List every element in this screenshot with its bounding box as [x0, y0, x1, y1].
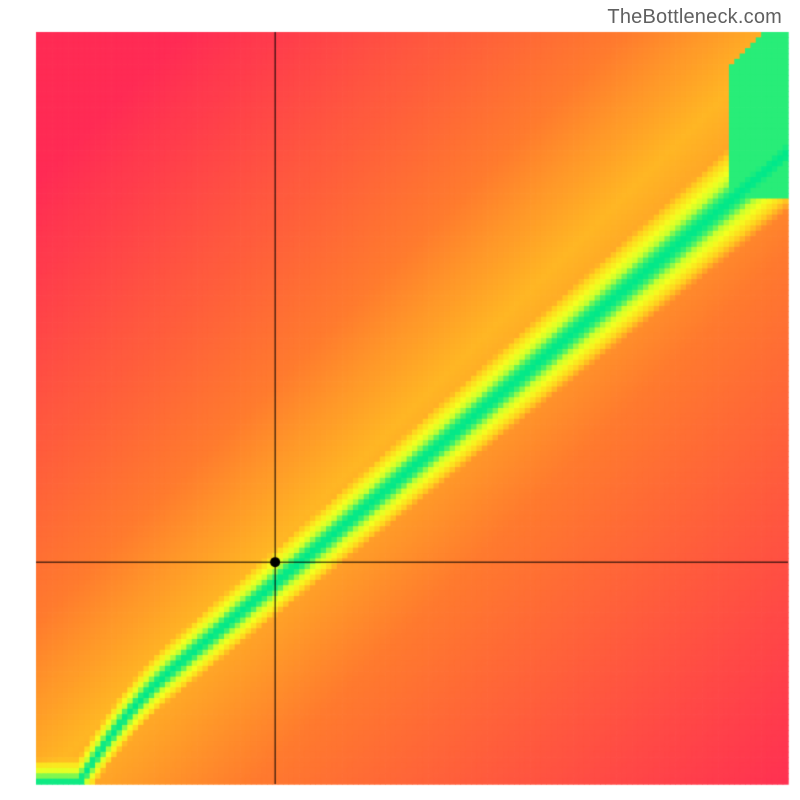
watermark-text: TheBottleneck.com: [607, 6, 782, 29]
heatmap-canvas: [0, 0, 800, 800]
